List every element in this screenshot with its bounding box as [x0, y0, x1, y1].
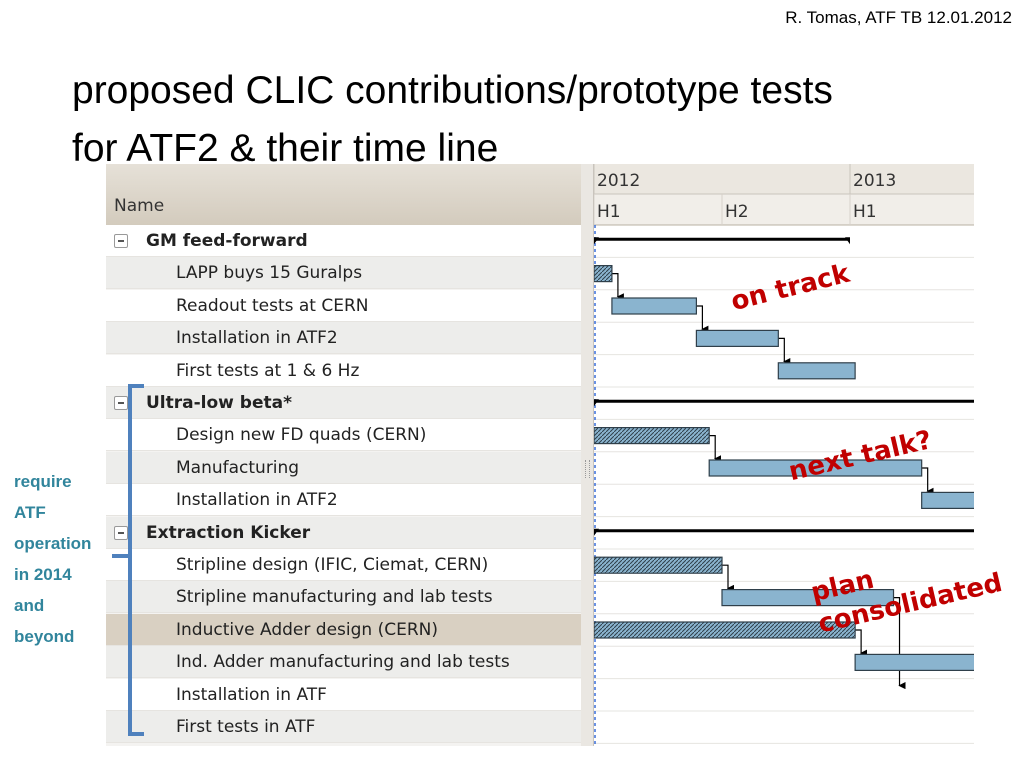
splitter-grip-icon: [585, 460, 590, 478]
side-note-line-3: operation: [14, 534, 92, 553]
dependency-link: [778, 337, 791, 366]
half-label: H2: [725, 202, 749, 222]
timeline-pane: 201220132014H1H2H1H2H1H2: [594, 164, 974, 746]
dependency-link: [855, 629, 868, 657]
name-column-header[interactable]: Name: [106, 164, 581, 226]
bracket-icon: [112, 384, 144, 736]
task-bar[interactable]: [721, 589, 895, 607]
task-bar[interactable]: [708, 459, 923, 477]
dependency-link: [722, 564, 734, 592]
task-bar[interactable]: [777, 362, 856, 380]
task-name: Inductive Adder design (CERN): [176, 619, 438, 640]
summary-bar-start-cap: [594, 399, 599, 407]
dependency-link: [611, 273, 624, 301]
task-name: Installation in ATF2: [176, 328, 338, 349]
task-bar[interactable]: [695, 329, 779, 347]
title-line-2: for ATF2 & their time line: [72, 127, 499, 170]
task-name: Design new FD quads (CERN): [176, 425, 427, 446]
task-row[interactable]: Stripline manufacturing and lab tests: [106, 581, 581, 614]
summary-bar-start-cap: [594, 237, 599, 245]
summary-bar-start-cap: [594, 528, 599, 536]
task-list-pane: Name GM feed-forward LAPP buys 15 Guralps…: [106, 164, 582, 746]
task-row[interactable]: LAPP buys 15 Guralps: [106, 257, 581, 290]
task-bar[interactable]: [594, 427, 710, 445]
dependency-link: [696, 305, 709, 333]
task-name: Manufacturing: [176, 457, 300, 478]
task-name: Extraction Kicker: [146, 522, 311, 543]
task-group-row[interactable]: GM feed-forward: [106, 225, 581, 257]
task-row[interactable]: Stripline design (IFIC, Ciemat, CERN): [106, 549, 581, 581]
side-note-line-4: in 2014: [14, 565, 72, 584]
slide-title: proposed CLIC contributions/prototype te…: [72, 62, 1012, 178]
task-name: LAPP buys 15 Guralps: [176, 263, 363, 284]
task-name: Ultra-low beta*: [146, 393, 292, 413]
task-name: Installation in ATF2: [176, 490, 338, 511]
side-note-line-6: beyond: [14, 627, 75, 646]
task-row[interactable]: Installation in ATF: [106, 678, 581, 711]
task-row[interactable]: Installation in ATF2: [106, 322, 581, 355]
task-bar[interactable]: [611, 297, 698, 315]
task-row[interactable]: Design new FD quads (CERN): [106, 419, 581, 452]
title-line-1: proposed CLIC contributions/prototype te…: [72, 69, 833, 112]
task-row[interactable]: Inductive Adder design (CERN): [106, 613, 581, 646]
name-column-label: Name: [114, 196, 165, 216]
task-bar[interactable]: [594, 621, 856, 639]
collapse-icon[interactable]: [114, 396, 128, 410]
side-note-line-2: ATF: [14, 503, 46, 522]
task-bar[interactable]: [854, 653, 974, 671]
collapse-icon[interactable]: [114, 234, 128, 248]
task-row[interactable]: Ind. Adder manufacturing and lab tests: [106, 646, 581, 679]
task-name: Stripline manufacturing and lab tests: [176, 587, 493, 608]
task-name: First tests in ATF: [176, 717, 316, 737]
side-note-line-5: and: [14, 596, 45, 615]
task-name: Ind. Adder manufacturing and lab tests: [176, 652, 510, 673]
task-group-row[interactable]: Extraction Kicker: [106, 516, 581, 549]
task-name: First tests at 1 & 6 Hz: [176, 360, 360, 381]
task-name: GM feed-forward: [146, 231, 308, 251]
half-label: H1: [853, 202, 877, 222]
task-name: Stripline design (IFIC, Ciemat, CERN): [176, 555, 489, 575]
collapse-icon[interactable]: [114, 525, 128, 540]
task-row[interactable]: Readout tests at CERN: [106, 289, 581, 322]
task-bar[interactable]: [594, 556, 723, 574]
year-header-row: [594, 164, 974, 194]
task-row[interactable]: Installation in ATF2: [106, 484, 581, 517]
half-label: H1: [597, 202, 621, 222]
timeline-svg: 201220132014H1H2H1H2H1H2: [594, 164, 974, 746]
dependency-link: [921, 467, 934, 495]
summary-bar-end-cap: [845, 237, 850, 245]
task-row[interactable]: First tests in ATF: [106, 711, 581, 743]
year-label: 2012: [597, 171, 640, 191]
side-note: require ATF operation in 2014 and beyond: [14, 466, 91, 652]
dependency-link: [709, 435, 722, 463]
task-row[interactable]: Manufacturing: [106, 451, 581, 484]
year-label: 2013: [853, 171, 896, 191]
gantt-chart: Name GM feed-forward LAPP buys 15 Guralps…: [106, 164, 974, 746]
author-date: R. Tomas, ATF TB 12.01.2012: [785, 8, 1012, 27]
task-name: Readout tests at CERN: [176, 295, 369, 316]
half-header-row: [594, 194, 974, 225]
task-group-row[interactable]: Ultra-low beta*: [106, 387, 581, 419]
task-bar[interactable]: [921, 491, 974, 509]
side-note-line-1: require: [14, 472, 72, 491]
task-row[interactable]: First tests at 1 & 6 Hz: [106, 354, 581, 387]
pane-splitter[interactable]: [581, 164, 594, 746]
task-bar[interactable]: [594, 264, 613, 283]
task-name: Installation in ATF: [176, 684, 327, 705]
